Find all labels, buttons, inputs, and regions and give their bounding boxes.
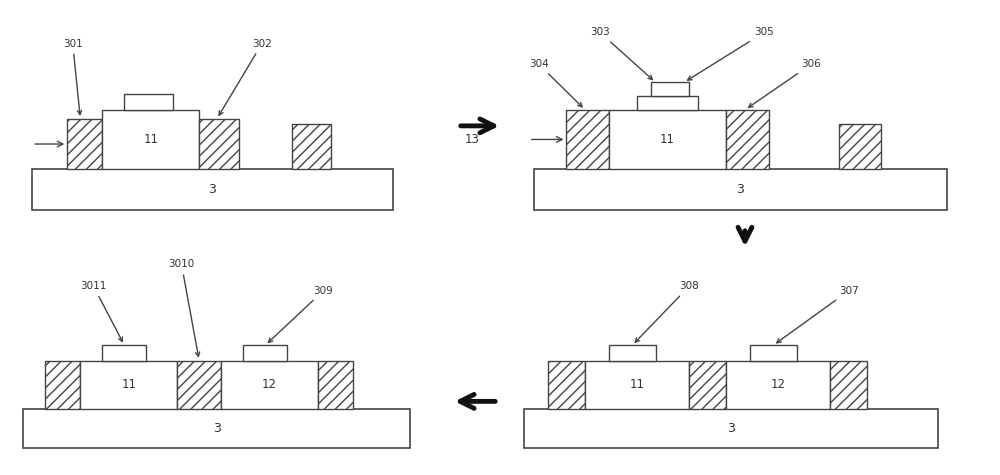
Bar (243, 345, 287, 361)
Text: 13: 13 (465, 133, 480, 146)
Bar (651, 83, 689, 96)
Text: 304: 304 (529, 59, 582, 107)
Text: 11: 11 (143, 133, 158, 146)
Bar (830, 361, 867, 408)
Bar (609, 345, 656, 361)
Text: 3011: 3011 (80, 281, 122, 342)
Text: 308: 308 (635, 281, 699, 342)
Text: 3: 3 (213, 422, 221, 435)
Bar (45, 361, 80, 408)
Text: 12: 12 (262, 378, 277, 391)
Text: 3: 3 (736, 183, 744, 196)
Bar (23, 408, 410, 448)
Bar (221, 361, 318, 408)
Text: 303: 303 (590, 27, 652, 80)
Bar (839, 124, 881, 169)
Bar (80, 361, 177, 408)
Text: 302: 302 (219, 38, 272, 115)
Bar (124, 94, 173, 110)
Bar (524, 408, 938, 448)
Text: 12: 12 (770, 378, 785, 391)
Bar (318, 361, 353, 408)
Text: 307: 307 (777, 285, 859, 343)
Bar (548, 361, 585, 408)
Bar (292, 124, 331, 169)
Bar (32, 169, 393, 210)
Text: 11: 11 (121, 378, 136, 391)
Bar (534, 169, 947, 210)
Bar (585, 361, 689, 408)
Text: 3010: 3010 (168, 259, 200, 356)
Text: 305: 305 (688, 27, 774, 80)
Bar (689, 361, 726, 408)
Text: 3: 3 (727, 422, 735, 435)
Text: 11: 11 (660, 133, 675, 146)
Text: 306: 306 (749, 59, 821, 107)
Bar (637, 96, 698, 110)
Text: 11: 11 (629, 378, 644, 391)
Text: 301: 301 (63, 38, 83, 114)
Bar (177, 361, 221, 408)
Bar (609, 110, 726, 169)
Text: 3: 3 (208, 183, 216, 196)
Text: 309: 309 (268, 285, 333, 342)
Bar (726, 110, 768, 169)
Bar (726, 361, 830, 408)
Bar (750, 345, 797, 361)
Bar (102, 345, 146, 361)
Bar (199, 119, 239, 169)
Bar (67, 119, 102, 169)
Bar (566, 110, 609, 169)
Bar (102, 110, 199, 169)
